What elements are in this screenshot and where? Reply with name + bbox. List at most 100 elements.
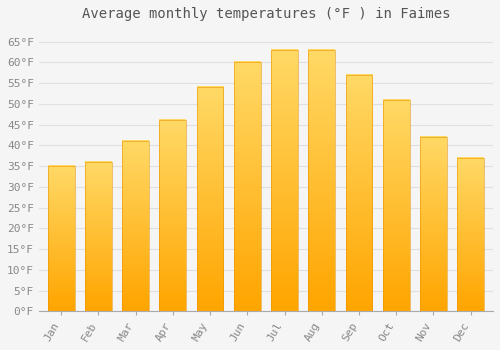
Bar	[420, 309, 447, 311]
Bar	[196, 309, 224, 312]
Bar	[160, 120, 186, 312]
Bar	[85, 309, 112, 310]
Bar	[458, 310, 484, 312]
Bar	[271, 308, 298, 310]
Bar	[234, 309, 260, 311]
Bar	[271, 308, 298, 311]
Bar	[308, 308, 335, 310]
Bar	[346, 308, 372, 310]
Bar	[160, 309, 186, 311]
Bar	[346, 308, 372, 311]
Bar	[308, 307, 335, 310]
Bar	[383, 308, 409, 310]
Bar	[383, 309, 409, 312]
Bar	[271, 307, 298, 309]
Bar	[346, 307, 372, 309]
Bar	[122, 309, 149, 311]
Bar	[420, 309, 447, 311]
Bar	[346, 308, 372, 311]
Bar	[458, 309, 484, 310]
Bar	[234, 307, 260, 310]
Bar	[346, 309, 372, 311]
Bar	[308, 308, 335, 311]
Bar	[85, 310, 112, 311]
Bar	[308, 307, 335, 309]
Bar	[308, 309, 335, 311]
Bar	[196, 308, 224, 310]
Bar	[420, 308, 447, 310]
Bar	[458, 309, 484, 310]
Bar	[85, 309, 112, 310]
Bar	[308, 308, 335, 310]
Bar	[122, 309, 149, 310]
Bar	[271, 307, 298, 310]
Bar	[196, 308, 224, 310]
Bar	[160, 309, 186, 311]
Bar	[420, 309, 447, 311]
Bar	[383, 309, 409, 311]
Bar	[122, 309, 149, 311]
Bar	[308, 308, 335, 311]
Bar	[234, 307, 260, 309]
Bar	[308, 307, 335, 310]
Bar	[196, 309, 224, 312]
Bar	[196, 308, 224, 310]
Bar	[48, 309, 74, 311]
Bar	[420, 308, 447, 310]
Bar	[308, 308, 335, 311]
Bar	[383, 309, 409, 311]
Bar	[160, 309, 186, 310]
Bar	[420, 308, 447, 310]
Bar	[122, 308, 149, 310]
Bar	[271, 309, 298, 312]
Bar	[383, 308, 409, 310]
Bar	[85, 309, 112, 311]
Bar	[85, 310, 112, 311]
Bar	[234, 308, 260, 310]
Bar	[234, 308, 260, 310]
Bar	[383, 308, 409, 310]
Bar	[122, 310, 149, 311]
Bar	[85, 309, 112, 310]
Bar	[271, 308, 298, 310]
Bar	[48, 310, 74, 312]
Bar	[196, 308, 224, 311]
Bar	[122, 309, 149, 311]
Bar	[196, 309, 224, 311]
Bar	[308, 307, 335, 309]
Bar	[308, 308, 335, 311]
Bar	[48, 309, 74, 310]
Bar	[383, 309, 409, 311]
Bar	[346, 309, 372, 312]
Bar	[271, 309, 298, 312]
Bar	[122, 309, 149, 311]
Bar	[234, 307, 260, 309]
Bar	[196, 309, 224, 311]
Bar	[196, 309, 224, 311]
Bar	[48, 309, 74, 310]
Bar	[420, 308, 447, 310]
Bar	[160, 308, 186, 310]
Bar	[234, 308, 260, 310]
Bar	[383, 308, 409, 310]
Bar	[48, 309, 74, 311]
Bar	[160, 309, 186, 312]
Bar	[85, 309, 112, 311]
Bar	[122, 309, 149, 310]
Bar	[420, 309, 447, 311]
Bar	[196, 309, 224, 311]
Bar	[48, 309, 74, 310]
Bar	[234, 307, 260, 310]
Bar	[383, 308, 409, 310]
Bar	[234, 309, 260, 311]
Bar	[271, 307, 298, 309]
Bar	[458, 308, 484, 310]
Bar	[458, 310, 484, 312]
Bar	[48, 310, 74, 312]
Bar	[234, 308, 260, 310]
Bar	[271, 307, 298, 309]
Bar	[196, 308, 224, 311]
Bar	[234, 309, 260, 312]
Bar	[122, 309, 149, 311]
Bar	[383, 309, 409, 311]
